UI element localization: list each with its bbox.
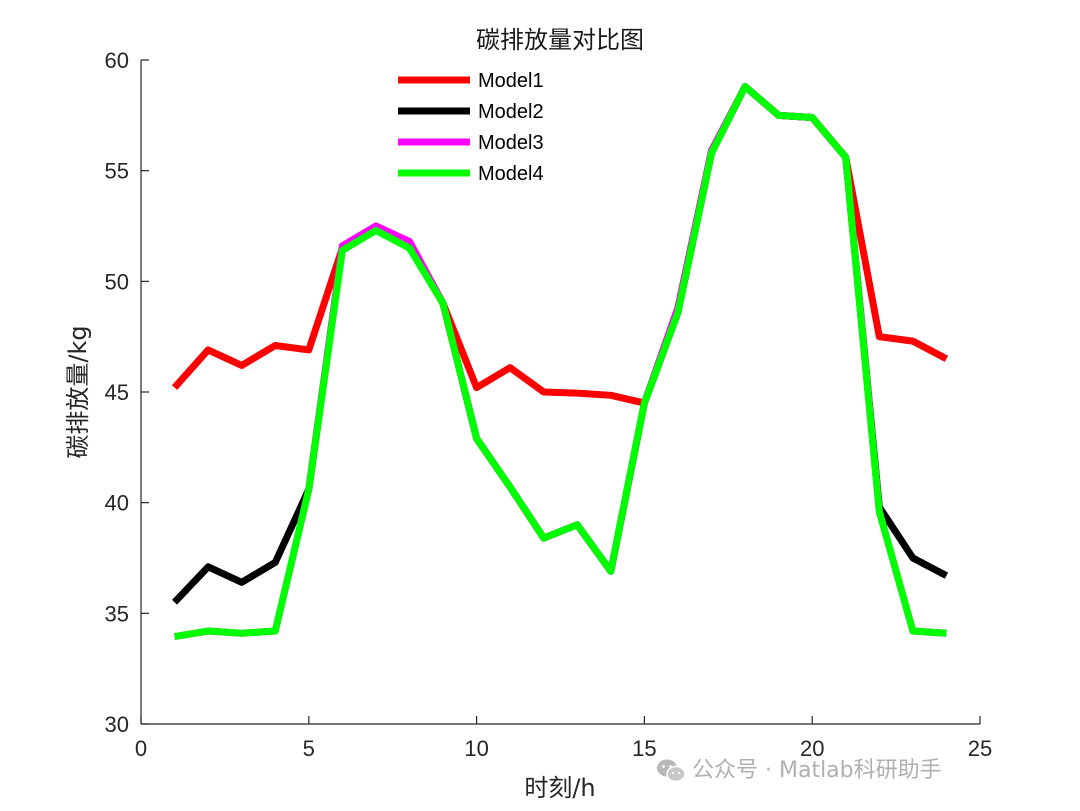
wechat-icon — [657, 759, 686, 783]
y-tick-label: 45 — [105, 380, 129, 405]
chart-title: 碳排放量对比图 — [476, 26, 644, 54]
x-tick-label: 10 — [464, 736, 488, 761]
watermark: 公众号 · Matlab科研助手 — [656, 752, 942, 784]
legend: Model1 Model2 Model3 Model4 — [398, 70, 544, 185]
y-tick-label: 30 — [105, 712, 129, 737]
y-axis-label: 碳排放量/kg — [64, 325, 92, 458]
series-layer — [171, 83, 949, 641]
x-tick-label: 0 — [135, 736, 147, 761]
watermark-text: 公众号 · Matlab科研助手 — [692, 758, 942, 783]
legend-label-model2: Model2 — [478, 101, 544, 123]
x-tick-label: 15 — [632, 736, 656, 761]
y-tick-label: 35 — [105, 601, 129, 626]
x-tick-label: 5 — [303, 736, 315, 761]
axes: 0 5 10 15 20 25 30 35 40 45 50 55 60 — [105, 48, 993, 761]
y-tick-label: 55 — [105, 159, 129, 184]
legend-label-model1: Model1 — [478, 70, 544, 92]
x-tick-label: 20 — [800, 736, 824, 761]
y-tick-label: 40 — [105, 491, 129, 516]
y-tick-label: 50 — [105, 269, 129, 294]
legend-label-model3: Model3 — [478, 132, 544, 154]
legend-label-model4: Model4 — [478, 163, 544, 185]
x-tick-label: 25 — [968, 736, 992, 761]
y-tick-label: 60 — [105, 48, 129, 73]
x-axis-label: 时刻/h — [524, 774, 595, 802]
series-line-model4 — [173, 83, 947, 641]
